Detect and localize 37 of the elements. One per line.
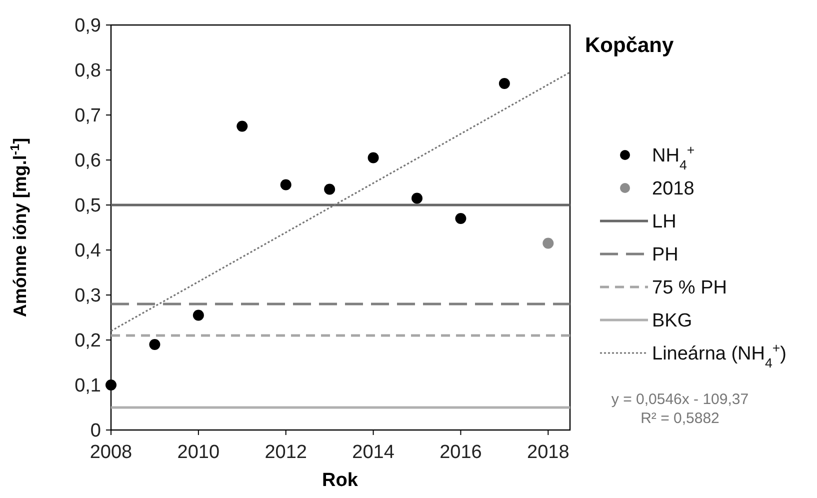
point	[542, 238, 554, 249]
point	[192, 310, 204, 321]
x-tick-label: 2016	[440, 442, 482, 463]
point	[280, 179, 292, 190]
point	[455, 213, 466, 224]
point	[236, 120, 248, 132]
y-tick-label: 0,7	[74, 106, 101, 127]
legend-label: 75 % PH	[652, 278, 727, 299]
legend-label: Lineárna (NH$_{4}$$^{+}$)	[652, 340, 786, 370]
y-tick-label: 0	[90, 420, 101, 442]
legend-label: 2018	[652, 178, 694, 200]
legend-label: LH	[652, 212, 676, 233]
y-tick-label: 0,2	[74, 330, 101, 352]
y-tick-label: 0,3	[74, 286, 101, 307]
y-tick-label: 0,9	[74, 16, 101, 37]
point	[106, 380, 116, 390]
point	[368, 152, 379, 164]
x-axis-title: Rok	[322, 470, 358, 491]
y-tick-label: 0,4	[74, 240, 102, 262]
x-tick-label: 2018	[527, 442, 570, 463]
y-tick-label: 0,5	[74, 196, 101, 217]
point	[324, 184, 336, 195]
text: y = 0,0546x - 109,37	[611, 391, 749, 408]
legend-label: PH	[652, 244, 678, 266]
y-tick-label: 0,8	[74, 60, 101, 82]
y-tick-label: 0,6	[74, 150, 101, 172]
y-tick-label: 0,1	[74, 376, 101, 397]
text: Kopčany	[585, 34, 674, 57]
x-tick-label: 2012	[264, 442, 307, 463]
x-tick-label: 2008	[90, 442, 132, 463]
x-tick-label: 2014	[352, 442, 395, 463]
point	[149, 339, 160, 350]
point	[498, 78, 510, 89]
legend-label: BKG	[652, 310, 692, 332]
point	[412, 192, 422, 204]
x-tick-label: 2010	[177, 442, 220, 463]
text: R² = 0,5882	[640, 410, 720, 427]
